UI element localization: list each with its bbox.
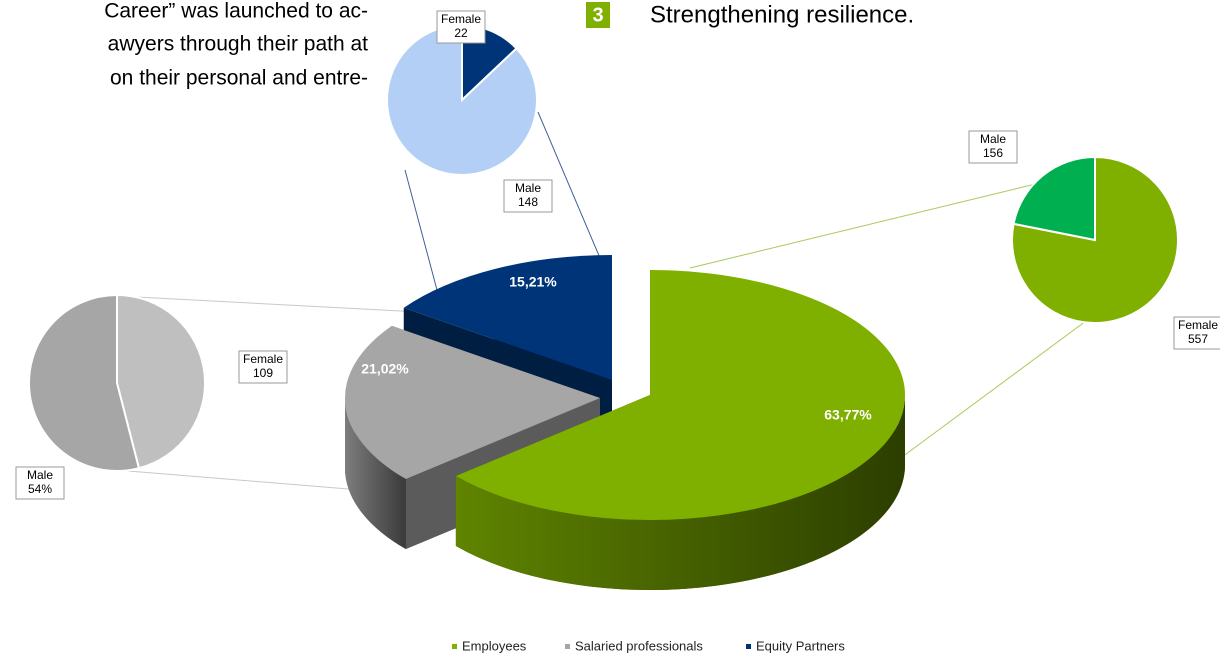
label-value: 156 [983, 146, 1003, 160]
list-item: Strengthening resilience. [650, 1, 914, 28]
slice [345, 325, 600, 480]
legend-label: Equity Partners [756, 638, 845, 653]
sub-slice [386, 23, 538, 176]
list-number: 3 [592, 4, 603, 26]
label-value: 109 [253, 366, 273, 380]
legend-marker [565, 644, 570, 649]
label-box [1173, 316, 1220, 350]
legend-marker [452, 644, 457, 649]
sub-slice [116, 293, 206, 470]
connector [116, 295, 421, 313]
label-name: Female [1178, 318, 1218, 332]
body-text: awyers through their path at [108, 33, 368, 56]
body-text: on their personal and entre- [110, 67, 368, 90]
label-name: Female [243, 352, 283, 366]
label-box [968, 130, 1018, 164]
sub-slice [1012, 155, 1096, 242]
label-box [238, 350, 288, 384]
data-label: 21,02% [361, 361, 409, 377]
body-text: Career” was launched to ac- [104, 0, 368, 23]
sub-slice [28, 293, 141, 472]
data-label: 15,21% [509, 274, 557, 290]
label-box [15, 466, 65, 500]
label-value: 148 [518, 195, 538, 209]
connector [116, 469, 386, 493]
connector [689, 177, 1061, 269]
slice [455, 270, 905, 520]
label-name: Male [515, 181, 541, 195]
connector [537, 111, 601, 259]
legend-label: Salaried professionals [575, 638, 703, 653]
sub-slice [1011, 155, 1179, 324]
legend-label: Employees [462, 638, 527, 653]
label-name: Male [27, 468, 53, 482]
slice-side [455, 395, 906, 591]
connector [897, 317, 1091, 461]
data-label: 63,77% [824, 407, 872, 423]
label-box [436, 10, 486, 44]
slice-side [345, 398, 406, 550]
slice [403, 255, 612, 380]
list-badge [586, 2, 610, 28]
label-box [503, 179, 553, 213]
legend-marker [746, 644, 751, 649]
label-value: 557 [1188, 332, 1208, 346]
label-value: 54% [28, 482, 52, 496]
connector [404, 169, 438, 291]
label-value: 22 [454, 26, 468, 40]
label-name: Female [441, 12, 481, 26]
label-name: Male [980, 132, 1006, 146]
chart: 63,77%21,02%15,21%Female557Male156Female… [15, 10, 1220, 653]
